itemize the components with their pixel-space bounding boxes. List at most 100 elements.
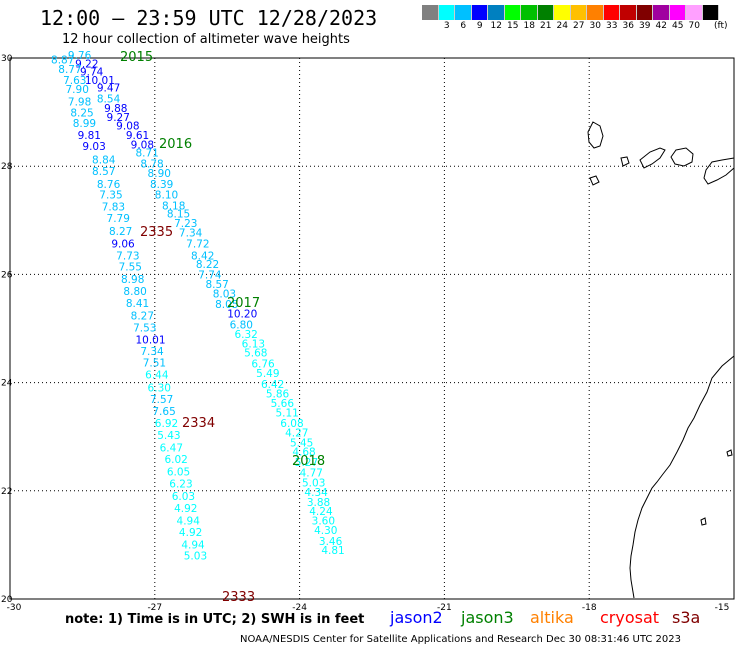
wave-height-label: 8.78 xyxy=(140,158,163,170)
coast-fuerteventura xyxy=(703,157,735,185)
color-swatch xyxy=(587,5,604,20)
wave-height-label: 8.03 xyxy=(213,289,236,301)
wave-height-label: 6.30 xyxy=(148,382,171,394)
page-subtitle: 12 hour collection of altimeter wave hei… xyxy=(62,32,350,47)
color-scale-label: 39 xyxy=(639,21,651,31)
wave-height-label: 8.84 xyxy=(92,154,116,166)
wave-height-label: 8.76 xyxy=(97,179,121,191)
mission-label-cryosat: cryosat xyxy=(600,608,660,627)
pass-labels: 2015 2016 2017 2018 2335 2334 2333 xyxy=(120,50,325,605)
wave-height-label: 9.08 xyxy=(116,120,139,132)
wave-height-label: 8.87 xyxy=(51,54,74,66)
color-swatch xyxy=(620,5,637,20)
wave-height-label: 4.24 xyxy=(309,506,333,518)
wave-height-label: 9.06 xyxy=(111,238,135,250)
wave-height-label: 6.08 xyxy=(280,418,303,430)
x-tick-label: -21 xyxy=(437,603,452,613)
wave-height-label: 3.60 xyxy=(312,515,335,527)
y-tick-label: 30 xyxy=(1,54,13,64)
color-swatch xyxy=(422,5,439,20)
wave-height-label: 4.81 xyxy=(321,545,344,557)
wave-height-label: 9.47 xyxy=(97,83,120,95)
color-scale-label xyxy=(422,21,439,31)
wave-height-label: 4.94 xyxy=(177,515,201,527)
wave-height-label: 8.57 xyxy=(92,166,115,178)
color-swatch xyxy=(653,5,670,20)
wave-height-label: 8.15 xyxy=(167,209,190,221)
color-scale-label: 27 xyxy=(573,21,585,31)
wave-height-label: 7.74 xyxy=(198,270,222,282)
wave-height-label: 9.61 xyxy=(126,130,149,142)
coast-small-islet-1 xyxy=(726,449,733,457)
wave-height-label: 4.27 xyxy=(285,428,308,440)
x-tick-label: -18 xyxy=(582,603,597,613)
coastline xyxy=(587,121,735,599)
wave-height-label: 9.27 xyxy=(107,112,130,124)
wave-height-label: 8.39 xyxy=(150,179,173,191)
color-scale-label: 45 xyxy=(672,21,684,31)
pass-label: 2335 xyxy=(140,225,173,240)
color-swatch xyxy=(669,5,686,20)
wave-height-label: 7.65 xyxy=(152,406,175,418)
wave-height-label: 4.92 xyxy=(174,503,197,515)
y-tick-label: 24 xyxy=(1,379,13,389)
wave-height-label: 4.92 xyxy=(179,527,202,539)
wave-height-label: 6.05 xyxy=(167,467,190,479)
color-swatch xyxy=(471,5,488,20)
wave-height-label: 7.73 xyxy=(116,250,139,262)
wave-height-label: 4.68 xyxy=(292,447,315,459)
wave-height-label: 3.88 xyxy=(307,497,330,509)
color-scale-unit: (ft) xyxy=(714,21,728,31)
wave-height-label: 7.83 xyxy=(102,202,125,214)
wave-height-label: 7.51 xyxy=(143,357,166,369)
color-scale-label: 3 xyxy=(443,21,450,31)
color-scale-label: 33 xyxy=(606,21,618,31)
wave-height-label: 4.94 xyxy=(181,540,205,552)
wave-height-label: 8.54 xyxy=(97,93,121,105)
coast-el-hierro xyxy=(589,175,600,186)
map-frame xyxy=(9,57,735,600)
color-scale-label: 36 xyxy=(622,21,634,31)
wave-height-label: 9.88 xyxy=(104,103,127,115)
color-scale-label: 6 xyxy=(460,21,467,31)
wave-height-label: 8.27 xyxy=(109,226,132,238)
map-grid xyxy=(10,58,734,599)
mission-label-altika: altika xyxy=(530,608,574,627)
wave-height-label: 4.77 xyxy=(300,468,323,480)
footer-note: note: 1) Time is in UTC; 2) SWH is in fe… xyxy=(65,612,365,627)
wave-height-label: 7.79 xyxy=(107,213,130,225)
color-swatch xyxy=(702,5,719,20)
wave-height-label: 8.10 xyxy=(155,190,178,202)
color-scale-label: 18 xyxy=(523,21,535,31)
color-swatch xyxy=(570,5,587,20)
wave-height-label: 8.71 xyxy=(135,147,158,159)
wave-height-label: 7.53 xyxy=(133,323,156,335)
color-swatch xyxy=(521,5,538,20)
wave-height-label: 9.81 xyxy=(78,130,101,142)
color-swatch xyxy=(603,5,620,20)
wave-height-label: 8.57 xyxy=(205,279,228,291)
wave-height-label: 8.99 xyxy=(73,118,96,130)
wave-height-label: 6.13 xyxy=(242,338,265,350)
wave-height-label: 4.30 xyxy=(314,525,337,537)
color-swatch xyxy=(504,5,521,20)
color-scale-label: 42 xyxy=(655,21,667,31)
coast-small-islet-2 xyxy=(700,517,707,526)
wave-height-label: 6.23 xyxy=(169,479,192,491)
coast-tenerife xyxy=(639,147,666,169)
color-scale-label: 24 xyxy=(556,21,568,31)
color-swatch xyxy=(455,5,472,20)
color-swatch xyxy=(488,5,505,20)
x-tick-label: -15 xyxy=(715,603,730,613)
pass-label: 2016 xyxy=(159,137,192,152)
wave-height-label: 8.18 xyxy=(162,200,185,212)
wave-height-label: 7.35 xyxy=(99,190,122,202)
footer-credit: NOAA/NESDIS Center for Satellite Applica… xyxy=(240,634,682,645)
wave-height-label: 10.01 xyxy=(85,75,115,87)
wave-height-label: 6.92 xyxy=(155,418,178,430)
wave-height-label: 6.02 xyxy=(164,454,187,466)
wave-height-label: 4.34 xyxy=(304,487,328,499)
wave-height-label: 6.42 xyxy=(261,379,284,391)
